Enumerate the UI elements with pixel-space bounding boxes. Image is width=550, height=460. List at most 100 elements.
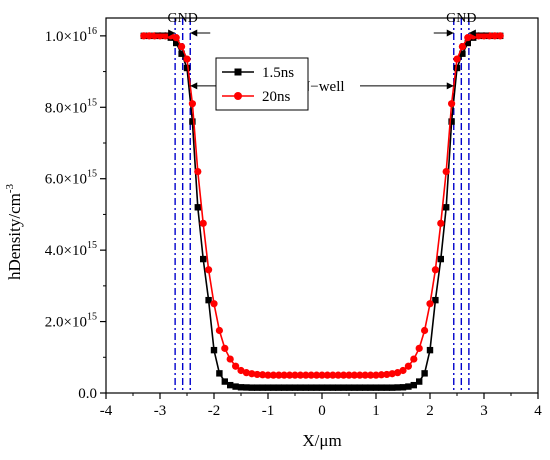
data-point: [183, 55, 191, 63]
data-point: [437, 219, 445, 227]
data-point: [140, 32, 148, 40]
data-point: [334, 371, 342, 379]
data-point: [297, 384, 304, 391]
data-point: [275, 371, 283, 379]
y-tick-mantissa: 1.0×10: [45, 29, 87, 45]
data-point: [269, 371, 277, 379]
data-point: [237, 366, 245, 375]
data-point: [226, 355, 234, 363]
legend-entry-20ns: 20ns: [222, 89, 291, 105]
x-tick-label: -1: [262, 403, 275, 419]
data-point: [221, 378, 228, 385]
data-point: [232, 362, 240, 370]
data-point: [205, 266, 213, 274]
data-point: [308, 384, 315, 391]
gnd-annotation: GND: [433, 11, 489, 37]
arrow-head: [190, 29, 198, 37]
data-point: [253, 370, 261, 379]
data-point: [335, 384, 342, 391]
data-point: [367, 371, 375, 379]
data-point: [464, 34, 472, 42]
data-point: [221, 344, 229, 352]
data-point: [377, 371, 385, 379]
data-point: [151, 32, 159, 40]
data-point: [248, 384, 255, 391]
data-point: [248, 370, 256, 378]
arrow-head: [446, 29, 454, 37]
data-point: [405, 383, 412, 390]
gnd-label: GND: [168, 11, 198, 26]
data-point: [480, 32, 488, 40]
x-tick-label: -4: [100, 403, 113, 419]
data-point: [485, 32, 493, 40]
data-point: [243, 384, 250, 391]
data-point: [178, 50, 185, 57]
x-tick-label: -2: [208, 403, 221, 419]
gnd-label: GND: [446, 11, 476, 26]
data-point: [453, 64, 461, 72]
data-point: [372, 371, 380, 379]
y-tick-mantissa: 8.0×10: [45, 100, 87, 116]
y-axis-label: hDensity/cm-3: [4, 183, 24, 280]
data-point: [404, 362, 412, 370]
data-point: [356, 384, 363, 391]
data-point: [345, 371, 353, 379]
data-point: [362, 384, 369, 391]
y-tick-mantissa: 6.0×10: [45, 172, 87, 188]
series-20ns: [140, 32, 504, 379]
arrow-head: [446, 82, 454, 90]
y-tick-exponent: 15: [87, 97, 97, 108]
y-tick-exponent: 15: [87, 312, 97, 323]
data-point: [356, 371, 364, 379]
data-point: [232, 383, 239, 390]
data-point: [475, 32, 483, 40]
y-tick-label: 0.0: [78, 386, 97, 402]
data-point: [340, 384, 347, 391]
data-point: [200, 255, 207, 263]
legend: 1.5ns 20ns: [215, 57, 309, 111]
legend-entry-1.5ns: 1.5ns: [222, 65, 294, 81]
data-point: [210, 346, 218, 354]
data-point: [215, 326, 223, 335]
data-point: [421, 370, 428, 377]
data-point: [161, 32, 169, 40]
y-tick-exponent: 15: [87, 169, 97, 180]
y-tick-mantissa: 2.0×10: [45, 315, 87, 331]
x-tick-label: 1: [372, 403, 380, 419]
data-point: [399, 366, 407, 375]
data-point: [345, 384, 353, 391]
x-tick-label: -3: [154, 403, 167, 419]
data-point: [189, 118, 196, 125]
nwell-annotation: N−well: [190, 79, 454, 95]
y-tick-mantissa: 4.0×10: [45, 243, 87, 259]
data-point: [173, 39, 180, 47]
data-point: [210, 300, 218, 308]
data-point: [227, 381, 234, 389]
data-point: [367, 384, 374, 391]
data-point: [178, 42, 186, 51]
arrow-head: [468, 29, 476, 37]
data-point: [275, 384, 282, 391]
data-point: [350, 371, 358, 379]
y-tick-label: 6.0×1015: [45, 169, 97, 188]
y-tick-label: 1.0×1016: [45, 26, 97, 45]
y-tick-label: 4.0×1015: [45, 240, 97, 259]
data-point: [188, 100, 196, 108]
x-axis-label: X/μm: [302, 431, 341, 450]
data-point: [491, 32, 499, 40]
data-point: [286, 384, 293, 391]
y-axis-label-group: hDensity/cm-3: [4, 183, 24, 280]
data-point: [437, 255, 444, 263]
data-point: [307, 371, 315, 379]
data-point: [259, 371, 267, 379]
y-axis-label-exponent: -3: [4, 183, 16, 193]
data-point: [383, 384, 390, 391]
data-point: [458, 42, 466, 51]
data-point: [426, 346, 434, 354]
y-axis-label-base: hDensity/cm: [5, 193, 24, 280]
data-point: [351, 384, 358, 391]
data-point: [145, 32, 153, 40]
data-point: [216, 370, 223, 377]
x-tick-label: 3: [480, 403, 488, 419]
data-point: [183, 64, 191, 72]
